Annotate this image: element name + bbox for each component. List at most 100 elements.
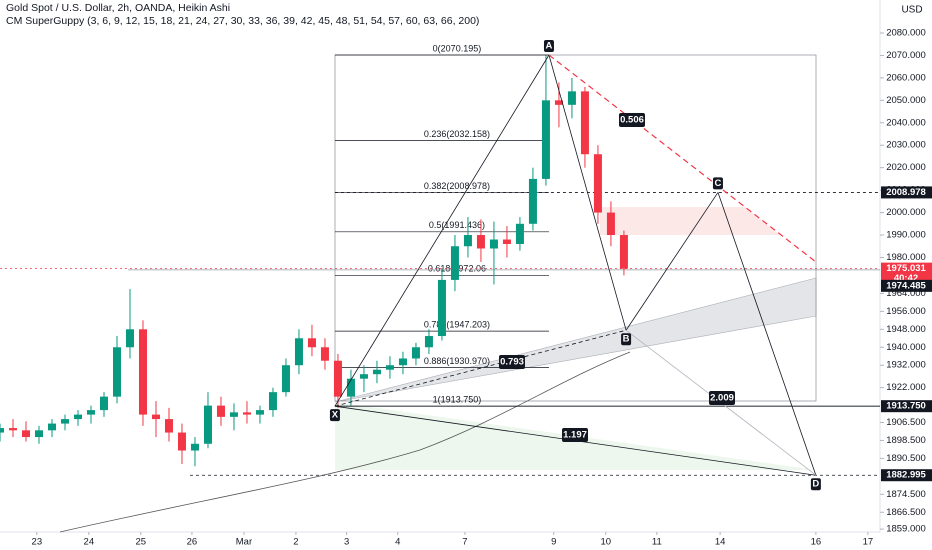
candle-body [541,100,550,179]
price-label-bg [881,262,932,285]
price-label: 1882.995 [886,470,926,481]
candle-body [450,246,459,280]
y-tick-label: 2040.000 [886,117,926,128]
candle-body [281,365,290,393]
y-tick-label: 1990.000 [886,230,926,241]
price-label: 1974.485 [886,280,926,291]
y-tick-label: 1874.500 [886,489,926,500]
candle-body [203,405,212,444]
indicator-label: CM SuperGuppy (3, 6, 9, 12, 15, 18, 21, … [6,15,479,27]
candle-body [307,338,316,348]
ratio-tag: 0.793 [500,357,524,368]
point-tag-bg [621,333,632,346]
candle-body [21,430,30,438]
point-tag: C [715,178,722,189]
fib-label: 0.786(1947.203) [424,319,490,329]
y-tick-label: 1964.000 [886,288,926,299]
candle-body [47,423,56,431]
fib-box [334,54,817,402]
candle-body [151,414,160,420]
candle-body [73,414,82,420]
xb-leg [334,329,627,407]
fib-label: 1(1913.750) [433,395,482,405]
candle-body [294,338,303,366]
point-tag-bg [712,177,723,190]
fib-label: 0.5(1991.436) [429,220,485,230]
price-label-bg [881,186,932,199]
candle-body [255,410,264,415]
ab-leg [548,54,627,331]
y-tick-label: 1906.500 [886,417,926,428]
x-tick-label: 11 [652,537,662,548]
ratio-tag-bg [499,355,525,369]
x-tick-label: 17 [863,537,874,548]
candle-body [398,358,407,366]
y-tick-label: 2060.000 [886,72,926,83]
candle-body [515,223,524,245]
fib-label: 0.236(2032.158) [424,129,490,139]
candle-body [346,378,355,397]
y-tick-label: 1866.500 [886,507,926,518]
candle-body [580,91,589,155]
candle-body [138,329,147,415]
candle-body [593,154,602,213]
y-tick-label: 2020.000 [886,162,926,173]
y-tick-label: 1956.000 [886,306,926,317]
y-tick-label: 1859.000 [886,524,926,535]
currency: USD [901,5,922,16]
y-tick-label: 1922.000 [886,382,926,393]
point-tag-bg [810,478,821,491]
fib-label: 0(2070.195) [433,43,482,53]
x-tick-label: 23 [32,537,43,548]
candle-body [8,428,17,431]
ratio-tag: 1.197 [563,430,587,441]
candle-body [242,412,251,415]
candle-body [554,100,563,105]
ratio-tag: 2.009 [710,393,734,404]
candle-body [606,212,615,236]
y-tick-label: 2050.000 [886,95,926,106]
ratio-tag-bg [709,391,735,405]
candle-body [60,419,69,424]
candle-body [320,347,329,361]
candle-body [463,235,472,247]
chart-title: Gold Spot / U.S. Dollar, 2h, OANDA, Heik… [6,2,230,14]
ratio-tag-bg [562,428,588,442]
cd-leg [717,192,817,476]
point-tag: A [546,41,553,52]
ma-200 [59,351,631,533]
channel [334,277,817,403]
y-tick-label: 1940.000 [886,342,926,353]
point-tag: B [623,334,630,345]
x-tick-label: 3 [344,537,349,548]
point-tag: D [812,479,819,490]
candle-body [476,235,485,249]
y-tick-label: 2030.000 [886,140,926,151]
x-tick-label: 2 [293,537,298,548]
candle-body [190,443,199,451]
candle-body [125,329,134,348]
candle-body [177,432,186,451]
y-tick-label: 1948.000 [886,324,926,335]
y-tick-label: 1898.500 [886,435,926,446]
candle-body [502,239,511,245]
x-tick-label: 14 [715,537,726,548]
x-tick-label: 7 [462,537,467,548]
candle-body [437,279,446,337]
y-tick-label: 2080.000 [886,28,926,39]
candle-body [34,430,43,438]
x-tick-label: 4 [395,537,400,548]
candle-body [333,360,342,397]
point-tag-bg [543,40,554,53]
y-tick-label: 2000.000 [886,207,926,218]
candle-body [0,428,4,433]
price-label-bg [881,400,932,413]
candle-body [372,369,381,375]
candle-body [86,410,95,415]
candle-body [528,178,537,224]
candle-body [619,235,628,269]
candle-body [99,396,108,411]
plot-layer: 2080.000 2070.000 2060.000 2050.000 2040.000… [0,28,932,548]
candle-body [424,336,433,348]
